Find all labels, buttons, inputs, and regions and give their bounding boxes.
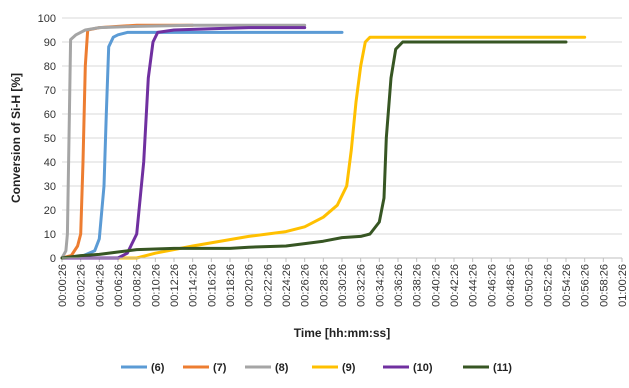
x-tick-label: 00:16:26 (206, 264, 218, 307)
series-line-7 (60, 23, 195, 260)
x-tick-label: 00:06:26 (113, 264, 125, 307)
y-tick-label: 0 (50, 253, 56, 265)
y-tick-label: 40 (44, 157, 56, 169)
x-tick-label: 00:12:26 (169, 264, 181, 307)
x-tick-label: 00:54:26 (561, 264, 573, 307)
y-tick-label: 70 (44, 85, 56, 97)
x-tick-label: 00:30:26 (337, 264, 349, 307)
x-tick-label: 00:24:26 (281, 264, 293, 307)
x-tick-label: 00:52:26 (542, 264, 554, 307)
y-tick-label: 60 (44, 109, 56, 121)
x-tick-labels: 00:00:26 00:02:26 00:04:26 00:06:26 00:08:26… (57, 258, 629, 307)
x-tick-label: 00:58:26 (598, 264, 610, 307)
x-tick-label: 00:00:26 (57, 264, 69, 307)
x-tick-label: 00:28:26 (318, 264, 330, 307)
grid-lines (62, 17, 622, 235)
y-tick-label: 50 (44, 133, 56, 145)
x-tick-label: 00:40:26 (430, 264, 442, 307)
series-line-6 (60, 30, 344, 260)
series-lines (60, 23, 587, 260)
x-tick-label: 00:22:26 (262, 264, 274, 307)
y-tick-label: 100 (38, 13, 56, 25)
x-tick-label: 01:00:26 (617, 264, 629, 307)
x-tick-label: 00:26:26 (300, 264, 312, 307)
legend: (6) (7) (8) (9) (10) (11) (121, 362, 512, 374)
series-line-11 (60, 40, 568, 260)
x-tick-label: 00:04:26 (94, 264, 106, 307)
y-tick-label: 90 (44, 37, 56, 49)
legend-label: (8) (275, 362, 289, 374)
x-tick-label: 00:18:26 (225, 264, 237, 307)
x-tick-label: 00:56:26 (580, 264, 592, 307)
x-tick-label: 00:38:26 (412, 264, 424, 307)
y-tick-label: 20 (44, 205, 56, 217)
x-tick-label: 00:32:26 (356, 264, 368, 307)
series-line-10 (60, 26, 307, 260)
x-tick-label: 00:36:26 (393, 264, 405, 307)
x-tick-label: 00:02:26 (76, 264, 88, 307)
y-tick-label: 10 (44, 229, 56, 241)
legend-label: (9) (342, 362, 356, 374)
x-tick-label: 00:08:26 (132, 264, 144, 307)
legend-label: (10) (413, 362, 433, 374)
x-tick-label: 00:20:26 (244, 264, 256, 307)
x-tick-label: 00:48:26 (505, 264, 517, 307)
series-line-8 (60, 23, 307, 260)
x-tick-label: 00:10:26 (150, 264, 162, 307)
x-tick-label: 00:44:26 (468, 264, 480, 307)
y-tick-label: 80 (44, 61, 56, 73)
legend-label: (7) (213, 362, 227, 374)
x-tick-label: 00:14:26 (188, 264, 200, 307)
legend-label: (6) (151, 362, 165, 374)
y-axis-title: Conversion of Si-H [%] (9, 73, 23, 203)
x-axis-title: Time [hh:mm:ss] (294, 326, 390, 340)
x-tick-label: 00:42:26 (449, 264, 461, 307)
legend-label: (11) (493, 362, 512, 374)
y-tick-labels: 0 10 20 30 40 50 60 70 80 90 100 (38, 13, 56, 265)
x-tick-label: 00:50:26 (524, 264, 536, 307)
x-tick-label: 00:34:26 (374, 264, 386, 307)
x-tick-label: 00:46:26 (486, 264, 498, 307)
y-tick-label: 30 (44, 181, 56, 193)
series-line-9 (60, 35, 587, 260)
